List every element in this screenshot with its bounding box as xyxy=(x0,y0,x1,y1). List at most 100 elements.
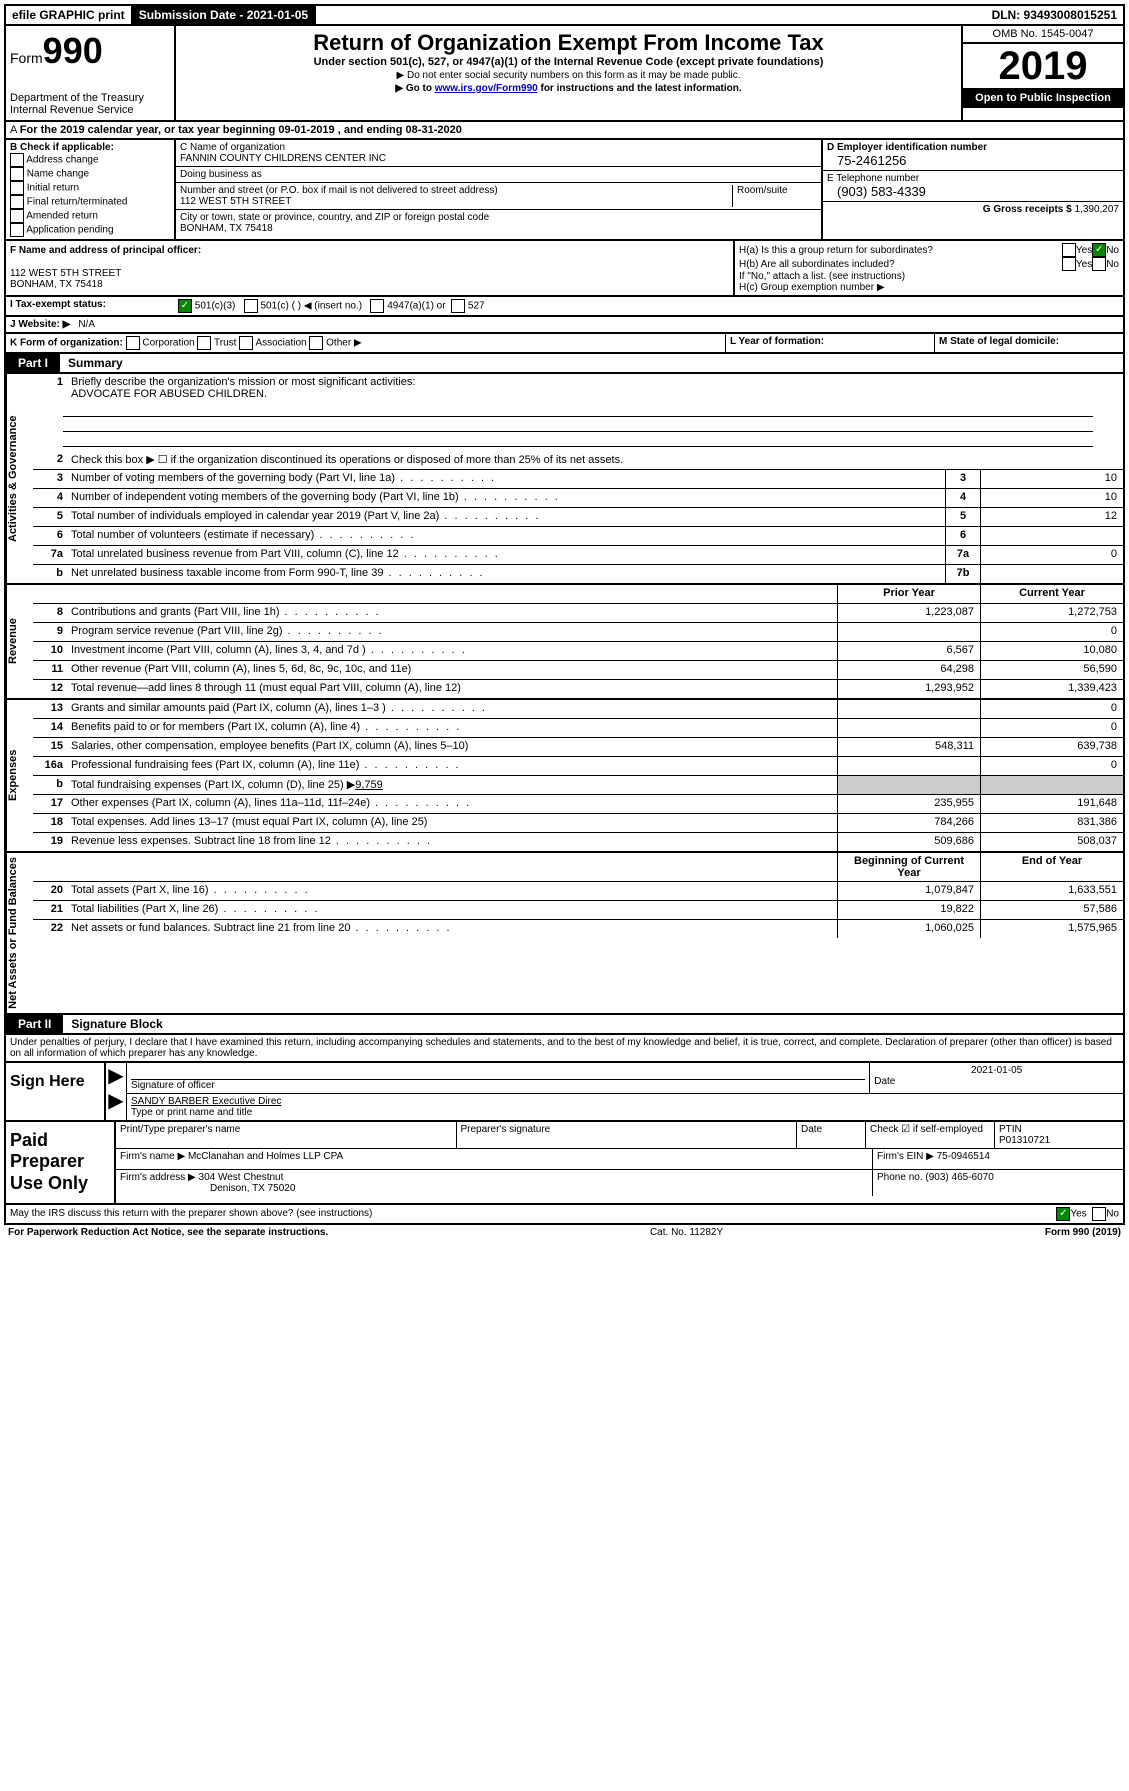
prep-phone: (903) 465-6070 xyxy=(925,1172,993,1183)
ptin-val: P01310721 xyxy=(999,1135,1050,1146)
hb-note: If "No," attach a list. (see instruction… xyxy=(739,271,1119,282)
hc-lbl: H(c) Group exemption number ▶ xyxy=(739,282,1119,293)
chk-trust[interactable] xyxy=(197,336,211,350)
arrow-icon: ▶▶ xyxy=(106,1063,127,1120)
l5: Total number of individuals employed in … xyxy=(67,508,945,526)
form-prefix: Form xyxy=(10,50,43,66)
l20: Total assets (Part X, line 16) xyxy=(67,882,837,900)
chk-501c[interactable] xyxy=(244,299,258,313)
l1-lbl: Briefly describe the organization's miss… xyxy=(71,376,415,388)
firm-addr2: Denison, TX 75020 xyxy=(210,1183,295,1194)
line-a-text: For the 2019 calendar year, or tax year … xyxy=(20,124,462,136)
paid-preparer-lbl: Paid Preparer Use Only xyxy=(6,1122,116,1203)
chk-amended[interactable]: Amended return xyxy=(10,209,170,223)
chk-name[interactable]: Name change xyxy=(10,167,170,181)
goto-pre: ▶ Go to xyxy=(395,83,434,94)
l7a-val: 0 xyxy=(980,546,1123,564)
officer-addr1: 112 WEST 5TH STREET xyxy=(10,268,729,279)
l13-c: 0 xyxy=(980,700,1123,718)
chk-pending[interactable]: Application pending xyxy=(10,223,170,237)
chk-501c3[interactable]: ✓ xyxy=(178,299,192,313)
l12: Total revenue—add lines 8 through 11 (mu… xyxy=(67,680,837,698)
chk-assoc[interactable] xyxy=(239,336,253,350)
form-org-lbl: K Form of organization: xyxy=(10,338,123,349)
l17: Other expenses (Part IX, column (A), lin… xyxy=(67,795,837,813)
l16a: Professional fundraising fees (Part IX, … xyxy=(67,757,837,775)
l13: Grants and similar amounts paid (Part IX… xyxy=(67,700,837,718)
addr-val: 112 WEST 5TH STREET xyxy=(180,196,732,207)
print-name-lbl: Print/Type preparer's name xyxy=(116,1122,457,1148)
current-hdr: Current Year xyxy=(980,585,1123,603)
l4-mini: 4 xyxy=(945,489,980,507)
l15-c: 639,738 xyxy=(980,738,1123,756)
efile-label: efile GRAPHIC print xyxy=(6,6,133,24)
hb-yes-box[interactable] xyxy=(1062,257,1076,271)
self-employed-chk[interactable]: Check ☑ if self-employed xyxy=(866,1122,995,1148)
firm-name-lbl: Firm's name ▶ xyxy=(120,1151,185,1162)
org-name: FANNIN COUNTY CHILDRENS CENTER INC xyxy=(180,153,817,164)
l10: Investment income (Part VIII, column (A)… xyxy=(67,642,837,660)
l14-p xyxy=(837,719,980,737)
section-revenue: Revenue Prior YearCurrent Year 8Contribu… xyxy=(4,585,1125,700)
website-lbl: J Website: ▶ xyxy=(6,317,74,332)
form-header: Form990 Department of the Treasury Inter… xyxy=(4,26,1125,122)
part2-tab: Part II xyxy=(6,1015,63,1033)
addr-lbl: Number and street (or P.O. box if mail i… xyxy=(180,185,732,196)
chk-corp[interactable] xyxy=(126,336,140,350)
open-inspection: Open to Public Inspection xyxy=(963,88,1123,108)
officer-name-title: SANDY BARBER Executive Direc xyxy=(131,1096,1119,1107)
ha-no-box[interactable]: ✓ xyxy=(1092,243,1106,257)
l9-p xyxy=(837,623,980,641)
opt-other: Other ▶ xyxy=(326,338,361,349)
opt-name: Name change xyxy=(27,169,89,180)
chk-initial[interactable]: Initial return xyxy=(10,181,170,195)
l11-c: 56,590 xyxy=(980,661,1123,679)
l8-c: 1,272,753 xyxy=(980,604,1123,622)
end-hdr: End of Year xyxy=(980,853,1123,881)
opt-4947: 4947(a)(1) or xyxy=(387,301,445,312)
l22-p: 1,060,025 xyxy=(837,920,980,938)
hb-no-box[interactable] xyxy=(1092,257,1106,271)
form-footer: Form 990 (2019) xyxy=(1045,1227,1121,1238)
ein-val: 75-2461256 xyxy=(827,153,1119,168)
l18-p: 784,266 xyxy=(837,814,980,832)
dln: DLN: 93493008015251 xyxy=(986,6,1123,24)
l22-c: 1,575,965 xyxy=(980,920,1123,938)
year-formation: L Year of formation: xyxy=(725,334,934,352)
may-no-box[interactable] xyxy=(1092,1207,1106,1221)
l5-val: 12 xyxy=(980,508,1123,526)
col-b: B Check if applicable: Address change Na… xyxy=(6,140,176,239)
may-yes-box[interactable]: ✓ xyxy=(1056,1207,1070,1221)
chk-final[interactable]: Final return/terminated xyxy=(10,195,170,209)
perjury-text: Under penalties of perjury, I declare th… xyxy=(4,1035,1125,1063)
form-title: Return of Organization Exempt From Incom… xyxy=(180,30,957,56)
top-bar: efile GRAPHIC print Submission Date - 20… xyxy=(4,4,1125,26)
l6: Total number of volunteers (estimate if … xyxy=(67,527,945,545)
check-lbl: Check ☑ if self-employed xyxy=(870,1124,983,1135)
chk-other[interactable] xyxy=(309,336,323,350)
l5-mini: 5 xyxy=(945,508,980,526)
city-val: BONHAM, TX 75418 xyxy=(180,223,817,234)
chk-527[interactable] xyxy=(451,299,465,313)
l14: Benefits paid to or for members (Part IX… xyxy=(67,719,837,737)
room-lbl: Room/suite xyxy=(732,185,817,207)
side-expenses: Expenses xyxy=(6,700,33,851)
irs-link[interactable]: www.irs.gov/Form990 xyxy=(435,83,538,94)
ha-yes-box[interactable] xyxy=(1062,243,1076,257)
l4: Number of independent voting members of … xyxy=(67,489,945,507)
website-val: N/A xyxy=(74,317,99,332)
chk-address[interactable]: Address change xyxy=(10,153,170,167)
block-fh: F Name and address of principal officer:… xyxy=(4,241,1125,297)
chk-4947[interactable] xyxy=(370,299,384,313)
cat-no: Cat. No. 11282Y xyxy=(328,1227,1045,1238)
l16a-c: 0 xyxy=(980,757,1123,775)
no-lbl: No xyxy=(1106,245,1119,256)
l21: Total liabilities (Part X, line 26) xyxy=(67,901,837,919)
begin-hdr: Beginning of Current Year xyxy=(837,853,980,881)
l8: Contributions and grants (Part VIII, lin… xyxy=(67,604,837,622)
irs-label: Internal Revenue Service xyxy=(10,104,170,116)
l12-c: 1,339,423 xyxy=(980,680,1123,698)
l3-mini: 3 xyxy=(945,470,980,488)
goto-line: ▶ Go to www.irs.gov/Form990 for instruct… xyxy=(180,83,957,94)
l13-p xyxy=(837,700,980,718)
